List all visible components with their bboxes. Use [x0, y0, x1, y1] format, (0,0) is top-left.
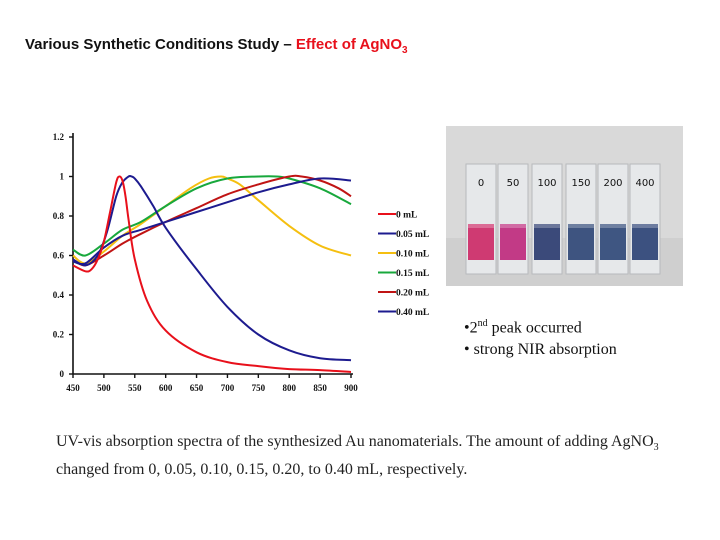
cuvette-label: 100 [537, 178, 556, 189]
x-tick-label: 750 [252, 383, 266, 393]
x-tick-label: 650 [190, 383, 204, 393]
bullet-second-peak: •2nd peak occurred [464, 318, 582, 337]
bullet-1-rest: peak occurred [487, 319, 582, 337]
x-tick-label: 550 [128, 383, 142, 393]
y-tick-label: 0.6 [53, 251, 65, 261]
cuvette-solution [468, 224, 494, 260]
cuvette-meniscus [500, 224, 526, 228]
legend-label: 0.40 mL [396, 308, 429, 318]
cuvette-solution [568, 224, 594, 260]
cuvette-photo: 0 50 100 150 200 400 [446, 126, 683, 286]
legend-label: 0.05 mL [396, 230, 429, 240]
series-line-0-05-mL [72, 174, 352, 362]
title-highlight-text: Effect of AgNO [295, 36, 402, 53]
series-line-0-mL [72, 175, 352, 373]
chart-lines [72, 174, 352, 373]
legend-label: 0.15 mL [396, 269, 429, 279]
chart-axes: 0 0.2 0.4 0.6 0.8 1 1.2 450 500 550 600 650 700 750 80… [53, 132, 359, 393]
y-tick-label: 1.2 [53, 132, 65, 142]
x-tick-label: 500 [97, 383, 111, 393]
cuvette-meniscus [600, 224, 626, 228]
y-tick-label: 1 [60, 172, 65, 182]
bullet-1-sup: nd [477, 318, 488, 329]
cuvette-label: 400 [635, 178, 654, 189]
legend-label: 0.10 mL [396, 250, 429, 260]
x-tick-label: 900 [344, 383, 358, 393]
cuvette-solution [534, 224, 560, 260]
y-tick-label: 0.8 [53, 211, 65, 221]
caption-part-2: changed from 0, 0.05, 0.10, 0.15, 0.20, … [56, 461, 468, 479]
cuvette-solution [500, 224, 526, 260]
series-line-0-20-mL [72, 174, 352, 267]
bullet-2-text: strong NIR absorption [473, 341, 617, 359]
y-tick-label: 0.4 [53, 290, 65, 300]
chart-legend: 0 mL 0.05 mL 0.10 mL 0.15 mL 0.20 mL 0.40 mL [378, 211, 429, 318]
cuvette-meniscus [534, 224, 560, 228]
title-highlight-subscript: 3 [401, 45, 408, 56]
cuvette-solution [632, 224, 658, 260]
x-tick-label: 850 [313, 383, 327, 393]
cuvette-meniscus [468, 224, 494, 228]
cuvette-solution [600, 224, 626, 260]
x-tick-label: 450 [66, 383, 80, 393]
y-tick-label: 0 [60, 369, 65, 379]
x-tick-label: 600 [159, 383, 173, 393]
caption-subscript: 3 [653, 442, 659, 454]
title-prefix: Various Synthetic Conditions Study – [25, 36, 296, 53]
series-line-0-10-mL [72, 175, 352, 265]
caption-part-1: UV-vis absorption spectra of the synthes… [56, 433, 654, 450]
cuvette-label: 200 [603, 178, 622, 189]
bullet-list: •2nd peak occurred • strong NIR absorpti… [464, 313, 617, 361]
cuvette-label: 150 [571, 178, 590, 189]
x-tick-label: 800 [282, 383, 296, 393]
bullet-1-main: 2 [469, 319, 478, 337]
legend-label: 0.20 mL [396, 289, 429, 299]
x-tick-label: 700 [221, 383, 235, 393]
y-tick-label: 0.2 [53, 330, 65, 340]
title-highlight: Effect of AgNO3 [295, 36, 408, 56]
bullet-nir-absorption: • strong NIR absorption [464, 341, 617, 359]
legend-label: 0 mL [396, 211, 417, 221]
cuvette-label: 0 [478, 178, 484, 189]
cuvette-meniscus [632, 224, 658, 228]
cuvette-label: 50 [507, 178, 520, 189]
figure-caption: UV-vis absorption spectra of the synthes… [56, 431, 676, 481]
cuvette-photo-drawing: 0 50 100 150 200 400 [446, 126, 683, 286]
slide-title: Various Synthetic Conditions Study – Eff… [25, 36, 408, 56]
cuvette-meniscus [568, 224, 594, 228]
